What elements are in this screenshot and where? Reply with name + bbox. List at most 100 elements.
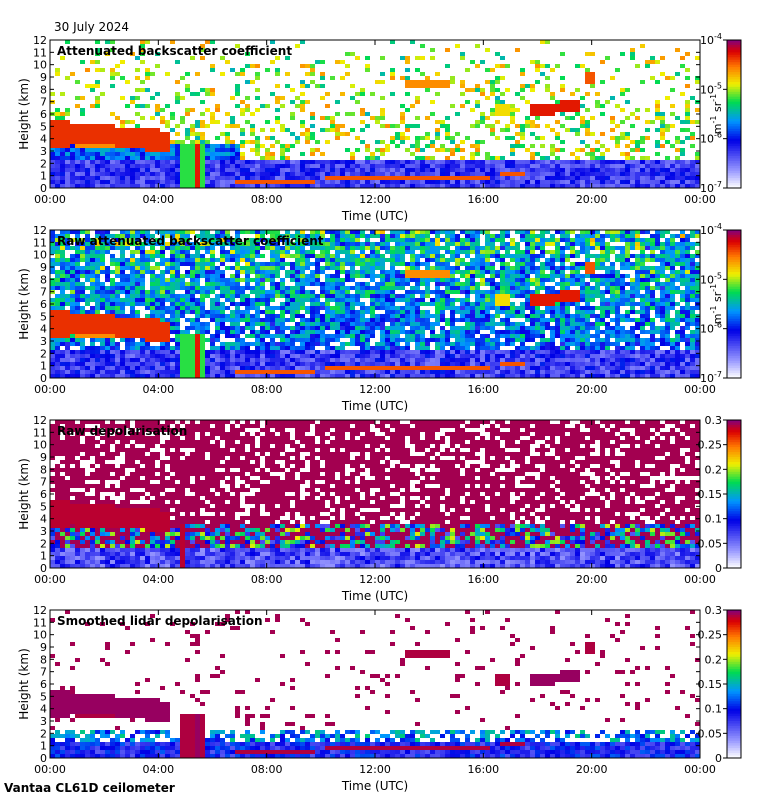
heatmap-cell — [400, 306, 405, 310]
heatmap-cell — [315, 318, 320, 322]
heatmap-cell — [675, 72, 680, 76]
heatmap-cell — [455, 132, 460, 136]
heatmap-cell — [600, 80, 605, 84]
heatmap-cell — [605, 172, 610, 176]
heatmap-cell — [200, 160, 205, 164]
heatmap-cell — [530, 160, 535, 164]
heatmap-cell — [670, 144, 675, 148]
heatmap-cell — [175, 354, 180, 358]
heatmap-cell — [135, 96, 140, 100]
heatmap-cell — [270, 306, 275, 310]
heatmap-cell — [330, 164, 335, 168]
heatmap-cell — [120, 254, 125, 258]
heatmap-cell — [105, 302, 110, 306]
heatmap-cell — [370, 180, 375, 184]
heatmap-cell — [430, 80, 435, 84]
heatmap-cell — [420, 318, 425, 322]
heatmap-cell — [425, 322, 430, 326]
heatmap-cell — [245, 310, 250, 314]
heatmap-cell — [450, 258, 455, 262]
heatmap-cell — [370, 294, 375, 298]
heatmap-cell — [200, 322, 205, 326]
heatmap-cell — [250, 326, 255, 330]
heatmap-cell — [225, 326, 230, 330]
heatmap-cell — [185, 144, 190, 148]
heatmap-cell — [100, 358, 105, 362]
heatmap-cell — [365, 330, 370, 334]
heatmap-cell — [365, 354, 370, 358]
heatmap-cell — [220, 306, 225, 310]
heatmap-cell — [255, 350, 260, 354]
heatmap-cell — [120, 120, 125, 124]
heatmap-cell — [95, 350, 100, 354]
heatmap-cell — [160, 140, 165, 144]
heatmap-cell — [270, 350, 275, 354]
heatmap-cell — [680, 164, 685, 168]
heatmap-cell — [135, 242, 140, 246]
heatmap-cell — [575, 184, 580, 188]
heatmap-cell — [255, 144, 260, 148]
heatmap-cell — [305, 318, 310, 322]
heatmap-cell — [340, 302, 345, 306]
heatmap-cell — [180, 140, 185, 144]
heatmap-cell — [205, 262, 210, 266]
heatmap-cell — [280, 282, 285, 286]
heatmap-cell — [65, 108, 70, 112]
heatmap-cell — [685, 160, 690, 164]
heatmap-cell — [400, 294, 405, 298]
heatmap-cell — [110, 132, 115, 136]
heatmap-cell — [305, 346, 310, 350]
heatmap-cell — [345, 172, 350, 176]
heatmap-cell — [55, 314, 60, 318]
heatmap-cell — [150, 234, 155, 238]
heatmap-cell — [600, 180, 605, 184]
heatmap-cell — [240, 366, 245, 370]
heatmap-cell — [295, 180, 300, 184]
heatmap-cell — [285, 148, 290, 152]
heatmap-cell — [140, 128, 145, 132]
heatmap-cell — [405, 342, 410, 346]
heatmap-cell — [270, 238, 275, 242]
heatmap-cell — [55, 72, 60, 76]
heatmap-cell — [185, 306, 190, 310]
heatmap-cell — [340, 234, 345, 238]
heatmap-cell — [510, 172, 515, 176]
heatmap-cell — [315, 180, 320, 184]
heatmap-cell — [390, 366, 395, 370]
heatmap-cell — [60, 230, 65, 234]
heatmap-cell — [475, 160, 480, 164]
heatmap-cell — [65, 238, 70, 242]
heatmap-cell — [310, 152, 315, 156]
heatmap-cell — [100, 314, 105, 318]
heatmap-cell — [540, 168, 545, 172]
heatmap-cell — [310, 176, 315, 180]
heatmap-cell — [290, 366, 295, 370]
heatmap-cell — [290, 88, 295, 92]
heatmap-cell — [180, 242, 185, 246]
heatmap-cell — [80, 294, 85, 298]
heatmap-cell — [190, 270, 195, 274]
heatmap-cell — [80, 326, 85, 330]
heatmap-cell — [350, 176, 355, 180]
heatmap-cell — [265, 310, 270, 314]
heatmap-cell — [640, 176, 645, 180]
heatmap-cell — [115, 262, 120, 266]
heatmap-cell — [695, 108, 700, 112]
heatmap-cell — [440, 366, 445, 370]
heatmap-cell — [380, 270, 385, 274]
heatmap-cell — [545, 112, 550, 116]
heatmap-cell — [80, 152, 85, 156]
heatmap-cell — [410, 230, 415, 234]
heatmap-cell — [375, 314, 380, 318]
colorbar-segment — [727, 62, 741, 66]
colorbar-segment — [727, 170, 741, 174]
heatmap-cell — [340, 246, 345, 250]
heatmap-cell — [110, 290, 115, 294]
heatmap-cell — [550, 164, 555, 168]
heatmap-cell — [430, 48, 435, 52]
colorbar-segment — [727, 104, 741, 108]
heatmap-cell — [195, 160, 200, 164]
heatmap-cell — [185, 358, 190, 362]
heatmap-cell — [360, 334, 365, 338]
heatmap-cell — [575, 100, 580, 104]
